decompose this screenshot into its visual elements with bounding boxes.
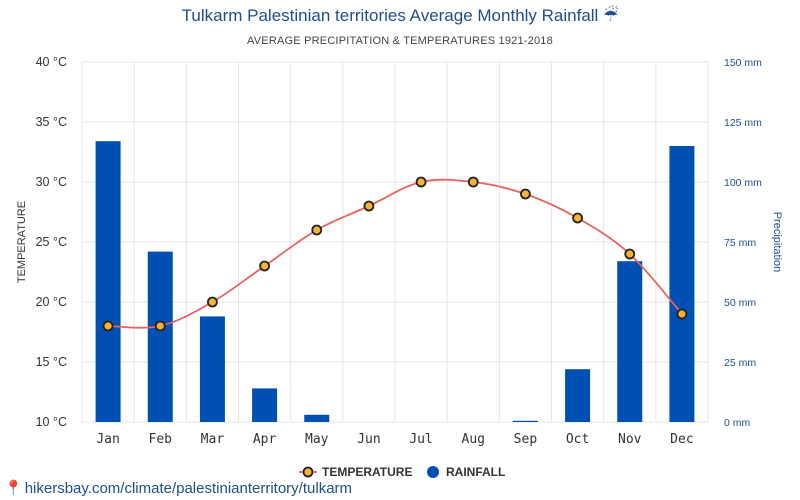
temperature-point [311,224,323,236]
y-tick-label: 20 °C [36,295,67,309]
rainfall-bar [304,414,330,422]
rainfall-bar [565,369,591,422]
temperature-point [572,212,583,224]
temperature-point [363,200,375,212]
rainfall-bar [252,388,278,422]
y-tick-label: 15 °C [36,355,67,369]
temperature-point [467,176,479,188]
temperature-line [102,176,688,332]
x-tick-label: Dec [670,432,693,447]
legend: TEMPERATURE RAINFALL [299,465,505,479]
map-pin-icon: 📍 [4,480,23,497]
umbrella-icon: ☔ [603,6,619,25]
y2-tick-label: 150 mm [724,57,762,69]
temperature-point [259,260,270,272]
x-tick-label: Apr [253,432,277,447]
temperature-point [102,320,114,332]
rainfall-bar [617,261,643,422]
rainfall-bars [95,141,695,422]
x-tick-label: Mar [201,432,225,447]
legend-temperature-label: TEMPERATURE [322,465,412,479]
x-tick-label: Jul [409,432,432,447]
temperature-point [520,188,531,200]
legend-temperature-marker [302,466,314,478]
chart-title-text: Tulkarm Palestinian territories Average … [181,6,599,25]
grid-lines [81,61,709,423]
rainfall-bar [199,316,225,422]
rainfall-bar [147,251,173,422]
y-tick-label: 10 °C [36,415,67,429]
y2-tick-label: 25 mm [724,357,756,369]
y2-axis-title: Precipitation [771,212,783,273]
rainfall-bar [669,146,695,422]
y-tick-label: 30 °C [36,175,67,189]
chart-subtitle: AVERAGE PRECIPITATION & TEMPERATURES 192… [247,35,553,47]
y-tick-label: 40 °C [36,55,67,69]
y2-tick-label: 75 mm [724,237,756,249]
source-link-text[interactable]: hikersbay.com/climate/palestinianterrito… [24,480,353,497]
legend-rainfall-marker [427,466,439,478]
x-tick-label: Jan [96,432,119,447]
temperature-point [154,320,166,332]
source-link[interactable]: 📍 hikersbay.com/climate/palestinianterrit… [4,479,352,497]
x-tick-label: Jun [357,432,380,447]
x-tick-label: Nov [618,432,642,447]
x-tick-label: Feb [149,432,173,447]
temperature-point [207,296,218,308]
axes: 10 °C 15 °C 20 °C 25 °C 30 °C 35 °C 40 °C 0 mm 2… [16,55,783,447]
x-tick-label: Aug [462,432,485,447]
y-tick-label: 35 °C [36,115,67,129]
y2-tick-label: 125 mm [724,117,762,129]
y2-tick-label: 0 mm [724,417,751,429]
temperature-point [415,176,427,188]
rainfall-bar [95,141,121,422]
y2-tick-label: 100 mm [724,177,762,189]
x-tick-label: Sep [514,432,538,447]
y-axis-title: TEMPERATURE [16,201,28,283]
chart-title: Tulkarm Palestinian territories Average … [0,6,800,26]
y-tick-label: 25 °C [36,235,67,249]
x-tick-label: Oct [566,432,589,447]
x-tick-label: May [305,432,329,447]
temperature-point [624,248,636,260]
rainfall-bar [512,420,538,422]
legend-rainfall-label: RAINFALL [446,465,505,479]
temperature-point [676,308,688,320]
y2-tick-label: 50 mm [724,297,756,309]
